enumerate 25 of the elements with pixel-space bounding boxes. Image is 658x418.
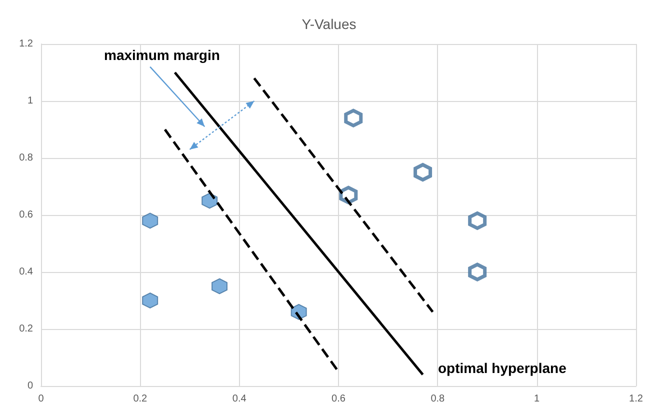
x-tick-label: 0.4 (232, 394, 247, 404)
annotation: optimal hyperplane (438, 360, 567, 376)
x-tick-label: 0.2 (133, 394, 148, 404)
y-tick-label: 1 (27, 96, 34, 106)
point (202, 192, 218, 209)
point (212, 278, 228, 294)
point (414, 163, 432, 182)
point (142, 212, 158, 229)
point (344, 108, 363, 128)
x-tick-label: 1.2 (629, 394, 644, 404)
y-tick-label: 0.6 (19, 210, 34, 220)
chart-title: Y-Values (302, 16, 356, 32)
point (142, 292, 158, 308)
y-tick-label: 1.2 (19, 38, 34, 50)
y-tick-label: 0.2 (19, 324, 34, 334)
point (468, 211, 487, 230)
annotation: maximum margin (104, 47, 220, 63)
x-tick-label: 0 (38, 394, 44, 404)
x-tick-label: 0.6 (332, 394, 346, 404)
y-tick-label: 0 (27, 380, 34, 392)
y-tick-label: 0.4 (19, 266, 34, 278)
x-tick-label: 0.8 (430, 394, 446, 404)
point (468, 262, 487, 282)
y-tick-label: 0.8 (19, 152, 34, 164)
x-tick-label: 1 (534, 394, 540, 404)
